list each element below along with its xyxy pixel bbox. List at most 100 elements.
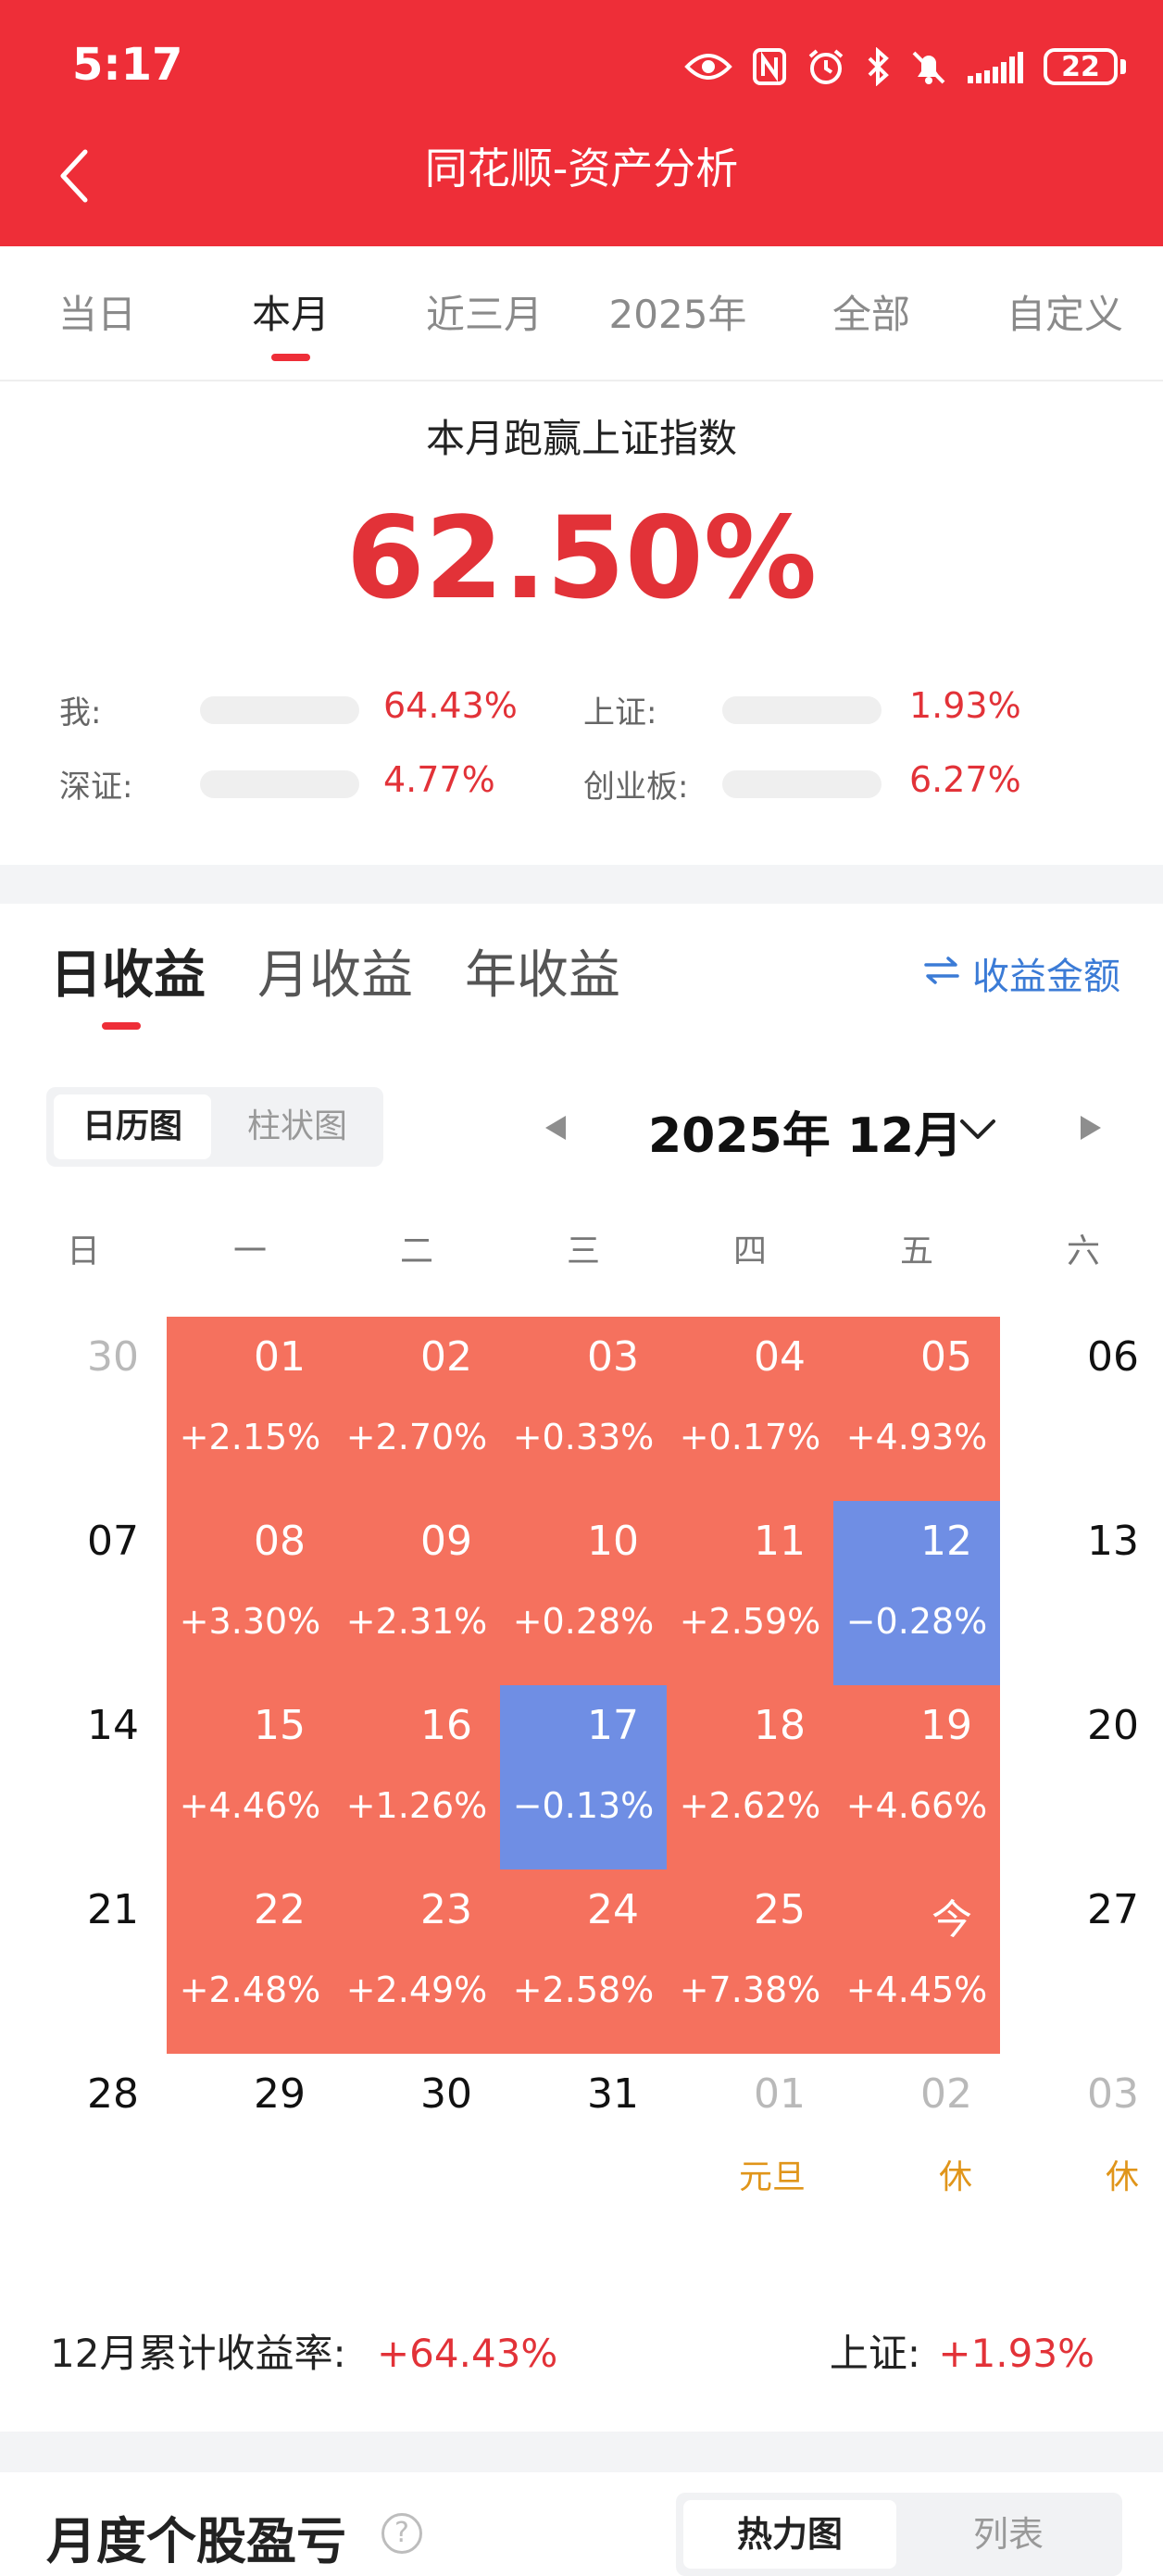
calendar-day-number: 02 bbox=[420, 1333, 472, 1381]
calendar-day[interactable]: 29 bbox=[167, 2054, 333, 2238]
calendar-day[interactable]: 15 +4.46% bbox=[167, 1685, 333, 1869]
cumulative-benchmark: 上证: +1.93% bbox=[830, 2322, 1094, 2379]
benchmark-me: 我: 64.43% bbox=[59, 682, 541, 732]
calendar-day[interactable]: 30 bbox=[0, 1317, 167, 1501]
calendar-day-return: +3.30% bbox=[179, 1601, 321, 1642]
calendar-day[interactable]: 27 bbox=[1000, 1869, 1163, 2054]
calendar-day[interactable]: 22 +2.48% bbox=[167, 1869, 333, 2054]
calendar-day-number: 15 bbox=[254, 1702, 306, 1749]
cumulative-return: 12月累计收益率: +64.43% bbox=[50, 2322, 557, 2379]
calendar-day-number: 20 bbox=[1087, 1702, 1139, 1749]
calendar-day-number: 07 bbox=[87, 1518, 139, 1565]
summary-title: 本月跑赢上证指数 bbox=[425, 416, 737, 461]
calendar-day[interactable]: 09 +2.31% bbox=[333, 1501, 500, 1685]
tab-today[interactable]: 当日 bbox=[57, 292, 136, 337]
calendar-day-number: 08 bbox=[254, 1518, 306, 1565]
calendar-day[interactable]: 今 +4.45% bbox=[833, 1869, 1000, 2054]
tab-three-months[interactable]: 近三月 bbox=[425, 292, 543, 337]
calendar-day-return: +2.59% bbox=[679, 1601, 821, 1642]
calendar-day[interactable]: 03 休 bbox=[1000, 2054, 1163, 2238]
calendar-day[interactable]: 17 −0.13% bbox=[500, 1685, 667, 1869]
month-label[interactable]: 2025年 12月 bbox=[648, 1108, 963, 1164]
calendar-day[interactable]: 16 +1.26% bbox=[333, 1685, 500, 1869]
calendar-day[interactable]: 06 bbox=[1000, 1317, 1163, 1501]
chevron-down-icon[interactable] bbox=[954, 1106, 1002, 1154]
weekday-label: 一 bbox=[232, 1232, 267, 1270]
calendar-day[interactable]: 03 +0.33% bbox=[500, 1317, 667, 1501]
calendar-day-return: +2.62% bbox=[679, 1785, 821, 1826]
calendar-day[interactable]: 02 +2.70% bbox=[333, 1317, 500, 1501]
calendar-day[interactable]: 13 bbox=[1000, 1501, 1163, 1685]
calendar-day-return: −0.28% bbox=[845, 1601, 988, 1642]
benchmark-value: 4.77% bbox=[383, 759, 495, 800]
help-icon[interactable]: ? bbox=[381, 2513, 422, 2554]
calendar-day-number: 06 bbox=[1087, 1333, 1139, 1381]
cumulative-bench-value: +1.93% bbox=[938, 2331, 1094, 2376]
calendar-day[interactable]: 30 bbox=[333, 2054, 500, 2238]
list-button[interactable]: 列表 bbox=[972, 2514, 1044, 2555]
calendar-day[interactable]: 28 bbox=[0, 2054, 167, 2238]
calendar-day-return: +2.48% bbox=[179, 1970, 321, 2010]
calendar-day[interactable]: 21 bbox=[0, 1869, 167, 2054]
tab-yearly-return[interactable]: 年收益 bbox=[465, 945, 620, 1006]
tab-this-month[interactable]: 本月 bbox=[251, 292, 330, 337]
calendar-day[interactable]: 18 +2.62% bbox=[667, 1685, 833, 1869]
calendar-day[interactable]: 08 +3.30% bbox=[167, 1501, 333, 1685]
calendar-day[interactable]: 07 bbox=[0, 1501, 167, 1685]
calendar-day[interactable]: 12 −0.28% bbox=[833, 1501, 1000, 1685]
benchmark-bar bbox=[722, 770, 882, 798]
calendar-day[interactable]: 24 +2.58% bbox=[500, 1869, 667, 2054]
tab-all[interactable]: 全部 bbox=[832, 292, 910, 337]
calendar-day[interactable]: 10 +0.28% bbox=[500, 1501, 667, 1685]
calendar-day[interactable]: 05 +4.93% bbox=[833, 1317, 1000, 1501]
signal-icon bbox=[968, 50, 1023, 83]
calendar-day-number: 11 bbox=[754, 1518, 806, 1565]
cumulative-value: +64.43% bbox=[376, 2331, 558, 2376]
calendar-day-return: +4.46% bbox=[179, 1785, 321, 1826]
calendar-day-return: +4.93% bbox=[845, 1417, 988, 1457]
calendar-day-return: +2.58% bbox=[512, 1970, 655, 2010]
swap-icon bbox=[924, 952, 959, 994]
status-time: 5:17 bbox=[72, 39, 183, 91]
calendar-day-return: +0.33% bbox=[512, 1417, 655, 1457]
calendar-day-number: 17 bbox=[587, 1702, 639, 1749]
nfc-icon bbox=[753, 48, 786, 85]
calendar-day-return: +4.66% bbox=[845, 1785, 988, 1826]
weekday-label: 六 bbox=[1066, 1232, 1100, 1270]
calendar-view-button[interactable]: 日历图 bbox=[54, 1094, 211, 1159]
calendar-day-number: 18 bbox=[754, 1702, 806, 1749]
calendar-day[interactable]: 02 休 bbox=[833, 2054, 1000, 2238]
calendar-day[interactable]: 25 +7.38% bbox=[667, 1869, 833, 2054]
calendar-day[interactable]: 01 +2.15% bbox=[167, 1317, 333, 1501]
bluetooth-icon bbox=[866, 47, 890, 86]
tab-monthly-return[interactable]: 月收益 bbox=[257, 945, 413, 1006]
section-divider bbox=[0, 865, 1163, 904]
stock-view-toggle: 热力图 列表 bbox=[676, 2493, 1122, 2576]
back-icon[interactable] bbox=[46, 139, 102, 213]
calendar-day[interactable]: 20 bbox=[1000, 1685, 1163, 1869]
tab-year-2025[interactable]: 2025年 bbox=[608, 292, 747, 337]
calendar-day[interactable]: 04 +0.17% bbox=[667, 1317, 833, 1501]
benchmark-label: 我: bbox=[59, 694, 102, 732]
benchmark-label: 创业板: bbox=[583, 769, 689, 806]
calendar-day[interactable]: 31 bbox=[500, 2054, 667, 2238]
next-month-icon[interactable] bbox=[1072, 1107, 1109, 1148]
calendar-day[interactable]: 01 元旦 bbox=[667, 2054, 833, 2238]
holiday-label: 休 bbox=[938, 2158, 972, 2196]
calendar-day[interactable]: 19 +4.66% bbox=[833, 1685, 1000, 1869]
calendar-day-return: +2.15% bbox=[179, 1417, 321, 1457]
prev-month-icon[interactable] bbox=[537, 1107, 574, 1148]
amount-toggle[interactable]: 收益金额 bbox=[924, 946, 1120, 1000]
tab-custom[interactable]: 自定义 bbox=[1006, 292, 1123, 337]
calendar-day[interactable]: 23 +2.49% bbox=[333, 1869, 500, 2054]
calendar-day-number: 今 bbox=[932, 1896, 972, 1944]
calendar-day-return: +4.45% bbox=[845, 1970, 988, 2010]
calendar-day[interactable]: 14 bbox=[0, 1685, 167, 1869]
battery-icon: 22 bbox=[1044, 48, 1126, 85]
bar-view-button[interactable]: 柱状图 bbox=[246, 1107, 347, 1145]
calendar-day[interactable]: 11 +2.59% bbox=[667, 1501, 833, 1685]
heatmap-button[interactable]: 热力图 bbox=[683, 2500, 896, 2569]
tab-daily-return[interactable]: 日收益 bbox=[50, 945, 206, 1006]
weekday-label: 三 bbox=[566, 1232, 600, 1270]
benchmark-chinext: 创业板: 6.27% bbox=[583, 756, 1102, 806]
